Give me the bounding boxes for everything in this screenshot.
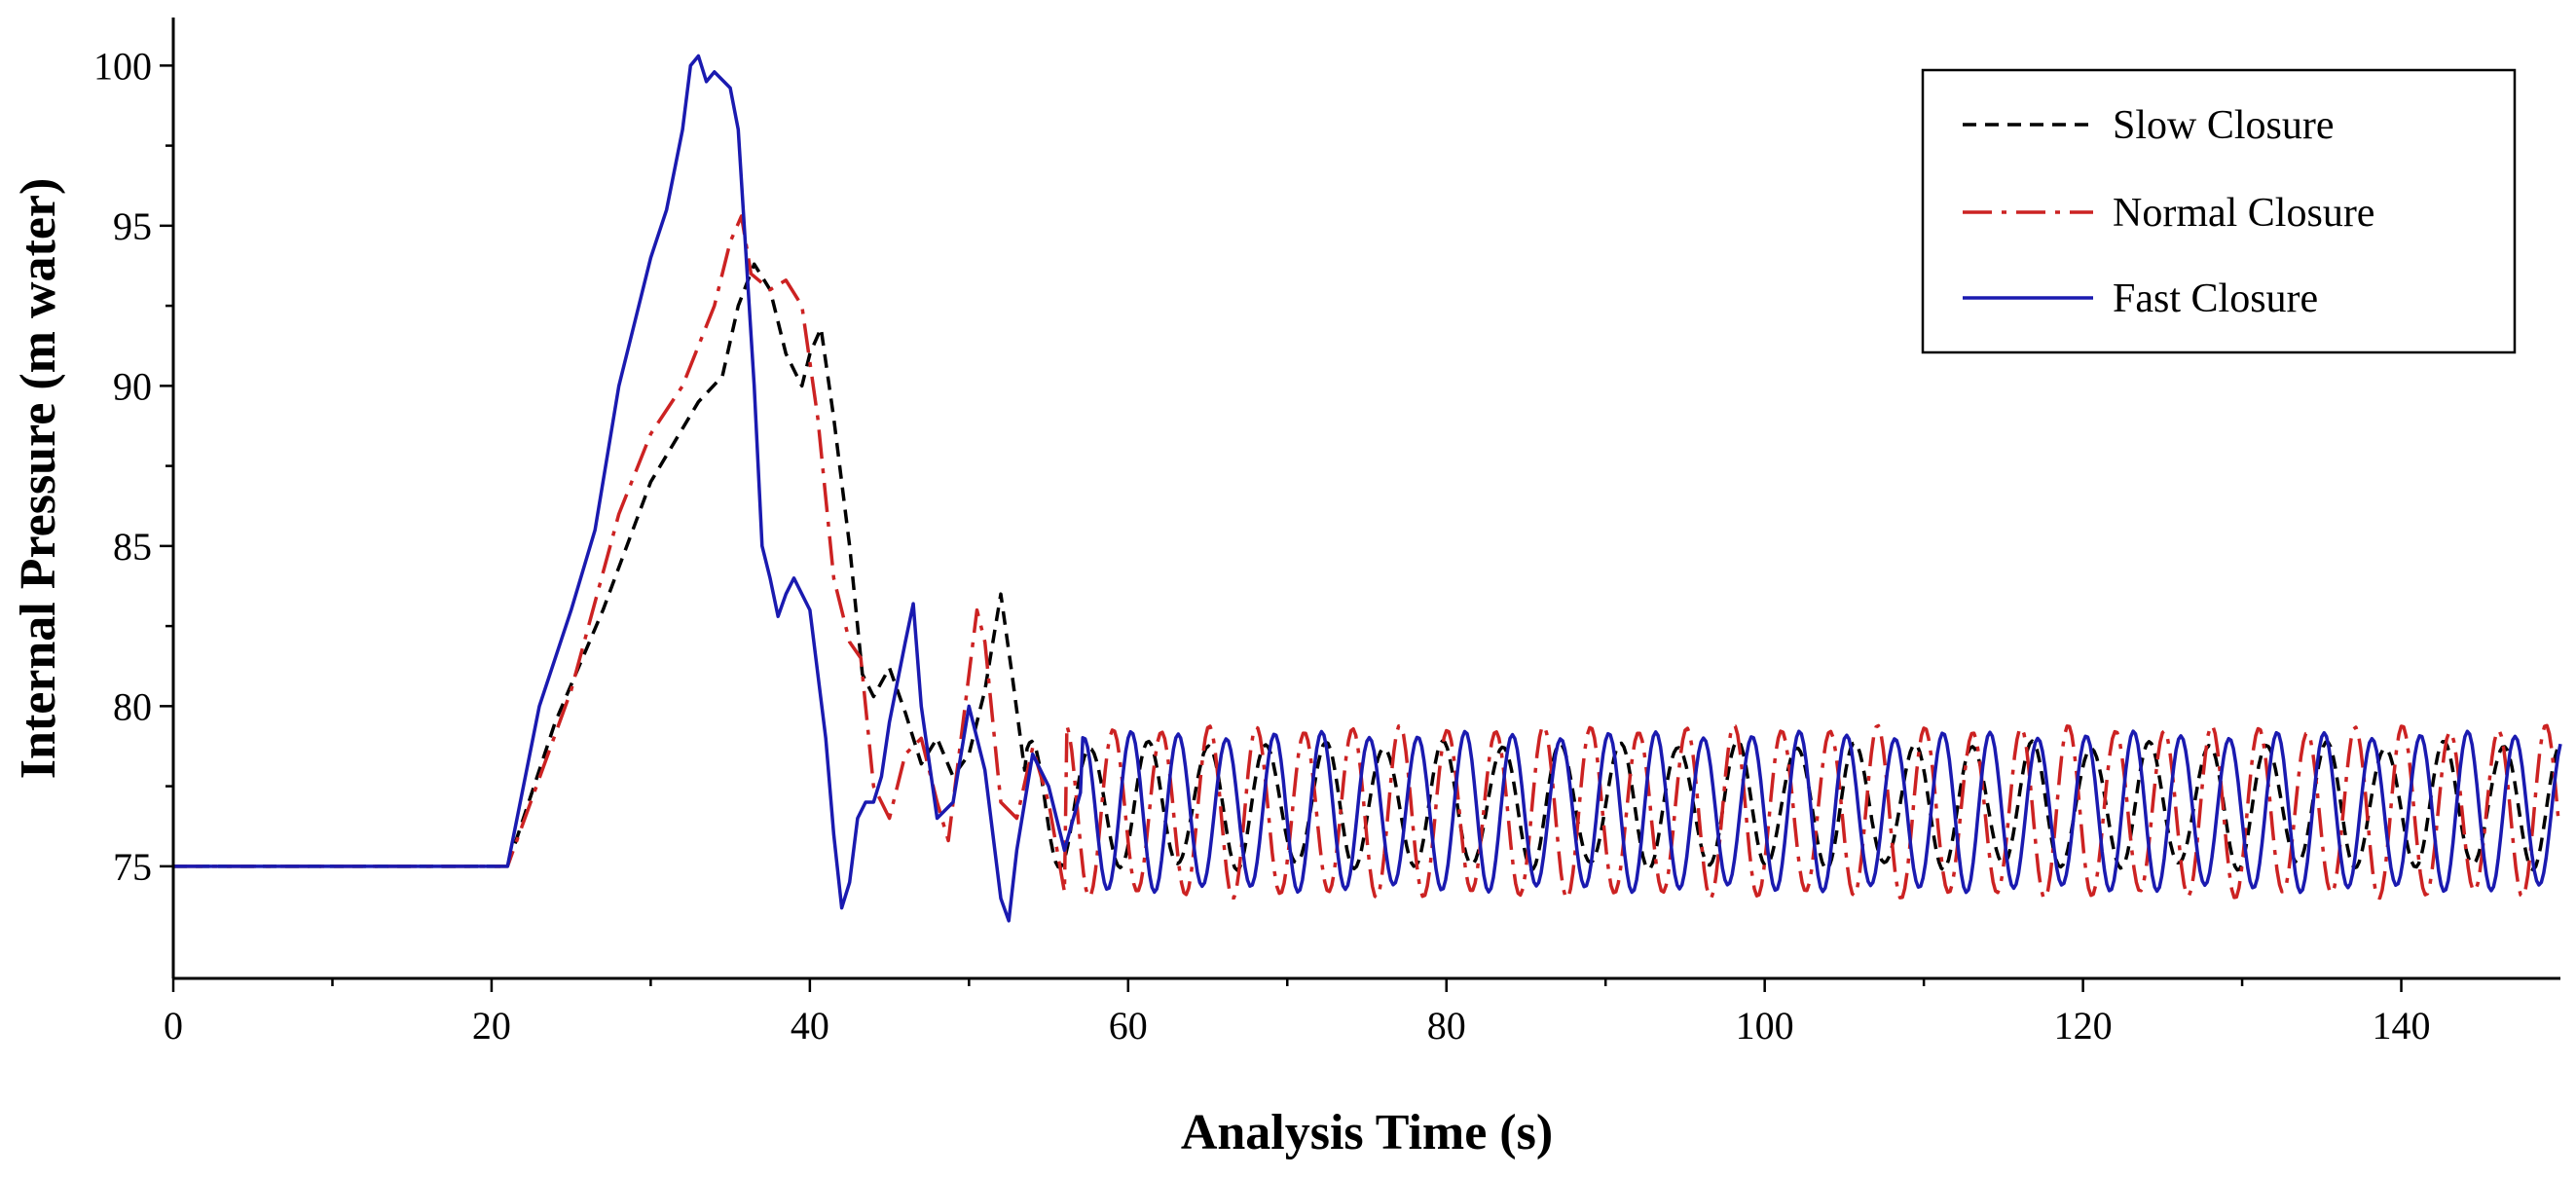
x-ticks: 0 20 40 60 80 100 120 140 [164, 978, 2431, 1048]
legend-label-normal-closure: Normal Closure [2113, 191, 2374, 236]
y-tick-label: 75 [113, 845, 152, 889]
x-tick-label: 120 [2054, 1004, 2113, 1048]
x-tick-label: 80 [1427, 1004, 1466, 1048]
legend-label-slow-closure: Slow Closure [2113, 103, 2335, 148]
y-ticks: 75 80 85 90 95 100 [93, 44, 173, 889]
series-line-slow-closure [173, 262, 2561, 872]
x-tick-label: 0 [164, 1004, 183, 1048]
x-tick-label: 100 [1736, 1004, 1794, 1048]
series-line-fast-closure [173, 54, 2562, 923]
y-tick-label: 95 [113, 204, 152, 248]
series-layer [173, 54, 2562, 923]
x-axis-title: Analysis Time (s) [1181, 1105, 1553, 1160]
legend-label-fast-closure: Fast Closure [2113, 276, 2318, 321]
y-axis-title: Internal Pressure (m water) [11, 178, 66, 780]
axes: 0 20 40 60 80 100 120 140 75 80 85 90 95 100 [93, 18, 2560, 1048]
legend: Slow Closure Normal Closure Fast Closure [1921, 68, 2517, 354]
y-tick-label: 85 [113, 525, 152, 569]
y-tick-label: 100 [93, 44, 152, 88]
y-tick-label: 90 [113, 364, 152, 408]
x-tick-label: 20 [472, 1004, 511, 1048]
y-tick-label: 80 [113, 684, 152, 728]
x-tick-label: 40 [791, 1004, 829, 1048]
x-tick-label: 140 [2373, 1004, 2431, 1048]
x-tick-label: 60 [1109, 1004, 1148, 1048]
